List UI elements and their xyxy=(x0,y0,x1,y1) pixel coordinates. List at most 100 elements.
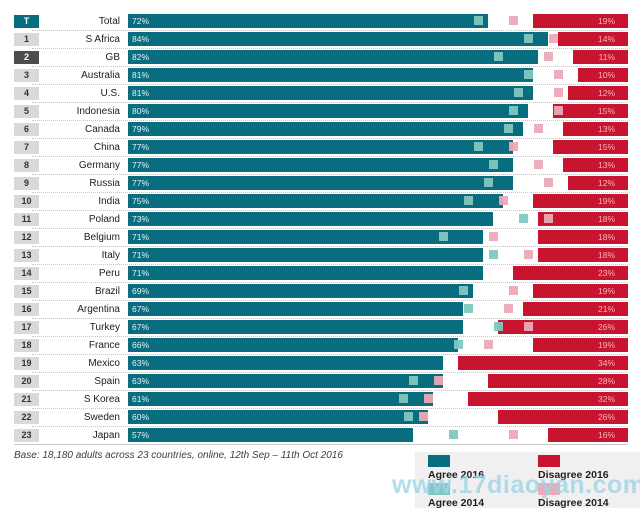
agree-2014-marker xyxy=(523,70,533,79)
disagree-2016-bar: 13% xyxy=(563,122,628,136)
bar-track: 75% 19% xyxy=(128,194,628,208)
disagree-2016-value: 19% xyxy=(597,16,615,26)
agree-2016-value: 80% xyxy=(132,106,150,116)
disagree-2016-bar: 23% xyxy=(513,266,628,280)
rank-badge: 10 xyxy=(14,194,39,208)
country-label: China xyxy=(93,141,120,153)
agree-2014-marker xyxy=(403,412,413,421)
bar-track: 77% 12% xyxy=(128,176,628,190)
agree-2016-value: 61% xyxy=(132,394,150,404)
bar-track: 84% 14% xyxy=(128,32,628,46)
country-label: U.S. xyxy=(100,87,120,99)
agree-2014-marker xyxy=(493,322,503,331)
country-label: Brazil xyxy=(94,285,120,297)
country-label: India xyxy=(98,195,120,207)
disagree-2016-bar: 21% xyxy=(523,302,628,316)
table-row: 15 Brazil 69% 19% xyxy=(14,282,628,301)
disagree-2016-value: 15% xyxy=(597,142,615,152)
disagree-2014-marker xyxy=(498,196,508,205)
disagree-2014-marker xyxy=(508,430,518,439)
disagree-2014-marker xyxy=(508,16,518,25)
agree-2016-bar: 61% xyxy=(128,392,433,406)
disagree-2014-marker xyxy=(533,124,543,133)
disagree-2016-value: 12% xyxy=(597,178,615,188)
bar-track: 63% 34% xyxy=(128,356,628,370)
disagree-2014-marker xyxy=(533,160,543,169)
agree-2016-bar: 71% xyxy=(128,266,483,280)
bar-track: 73% 18% xyxy=(128,212,628,226)
country-label: Spain xyxy=(94,375,120,387)
agree-2014-marker xyxy=(508,106,518,115)
agree-2016-value: 77% xyxy=(132,178,150,188)
bar-track: 80% 15% xyxy=(128,104,628,118)
rank-badge: 7 xyxy=(14,140,39,154)
agree-2016-value: 67% xyxy=(132,322,150,332)
agree-2016-bar: 82% xyxy=(128,50,538,64)
table-row: 3 Australia 81% 10% xyxy=(14,66,628,85)
agree-2016-bar: 84% xyxy=(128,32,548,46)
agree-2016-value: 79% xyxy=(132,124,150,134)
bar-track: 63% 28% xyxy=(128,374,628,388)
agree-2014-marker xyxy=(448,430,458,439)
bar-track: 79% 13% xyxy=(128,122,628,136)
agree-2016-value: 71% xyxy=(132,250,150,260)
rank-badge: 9 xyxy=(14,176,39,190)
disagree-2016-bar: 12% xyxy=(568,86,628,100)
rank-badge: 21 xyxy=(14,392,39,406)
country-label: Turkey xyxy=(89,321,120,333)
agree-2016-bar: 79% xyxy=(128,122,523,136)
disagree-2016-value: 13% xyxy=(597,124,615,134)
agree-2016-value: 77% xyxy=(132,142,150,152)
disagree-2016-value: 19% xyxy=(597,286,615,296)
agree-2016-value: 57% xyxy=(132,430,150,440)
country-label: S Africa xyxy=(85,33,120,45)
agree-2014-marker xyxy=(518,214,528,223)
table-row: 4 U.S. 81% 12% xyxy=(14,84,628,103)
disagree-2016-bar: 11% xyxy=(573,50,628,64)
table-row: 9 Russia 77% 12% xyxy=(14,174,628,193)
agree-2014-marker xyxy=(408,376,418,385)
bar-track: 71% 18% xyxy=(128,248,628,262)
agree-2014-marker xyxy=(488,250,498,259)
rank-badge: 16 xyxy=(14,302,39,316)
country-label: Indonesia xyxy=(76,105,120,117)
disagree-2014-marker xyxy=(523,250,533,259)
disagree-2016-value: 34% xyxy=(597,358,615,368)
agree-2014-marker xyxy=(523,34,533,43)
country-label: Poland xyxy=(88,213,120,225)
legend-swatch-agree-2014 xyxy=(428,483,450,495)
agree-2016-value: 82% xyxy=(132,52,150,62)
table-row: 16 Argentina 67% 21% xyxy=(14,300,628,319)
disagree-2016-bar: 19% xyxy=(533,338,628,352)
table-row: 18 France 66% 19% xyxy=(14,336,628,355)
rank-badge: 6 xyxy=(14,122,39,136)
country-label: Italy xyxy=(101,249,120,261)
table-row: 2 GB 82% 11% xyxy=(14,48,628,67)
table-row: 12 Belgium 71% 18% xyxy=(14,228,628,247)
disagree-2016-value: 16% xyxy=(597,430,615,440)
country-label: Argentina xyxy=(77,303,120,315)
country-label: Mexico xyxy=(88,357,120,369)
country-label: Russia xyxy=(89,177,120,189)
bar-track: 81% 12% xyxy=(128,86,628,100)
disagree-2014-marker xyxy=(543,214,553,223)
agree-2016-bar: 69% xyxy=(128,284,473,298)
disagree-2016-value: 21% xyxy=(597,304,615,314)
agree-2014-marker xyxy=(493,52,503,61)
legend-label: Agree 2016 xyxy=(428,469,485,481)
bar-track: 57% 16% xyxy=(128,428,628,442)
disagree-2016-bar: 12% xyxy=(568,176,628,190)
rank-badge: 23 xyxy=(14,428,39,442)
bar-track: 71% 18% xyxy=(128,230,628,244)
disagree-2016-value: 26% xyxy=(597,412,615,422)
agree-2016-bar: 63% xyxy=(128,374,443,388)
bar-track: 81% 10% xyxy=(128,68,628,82)
legend-swatch-disagree-2016 xyxy=(538,455,560,467)
legend-label: Disagree 2016 xyxy=(538,469,609,481)
table-row: 19 Mexico 63% 34% xyxy=(14,354,628,373)
rank-badge: 17 xyxy=(14,320,39,334)
agree-2014-marker xyxy=(453,340,463,349)
disagree-2014-marker xyxy=(548,34,558,43)
disagree-2014-marker xyxy=(423,394,433,403)
disagree-2016-value: 19% xyxy=(597,340,615,350)
